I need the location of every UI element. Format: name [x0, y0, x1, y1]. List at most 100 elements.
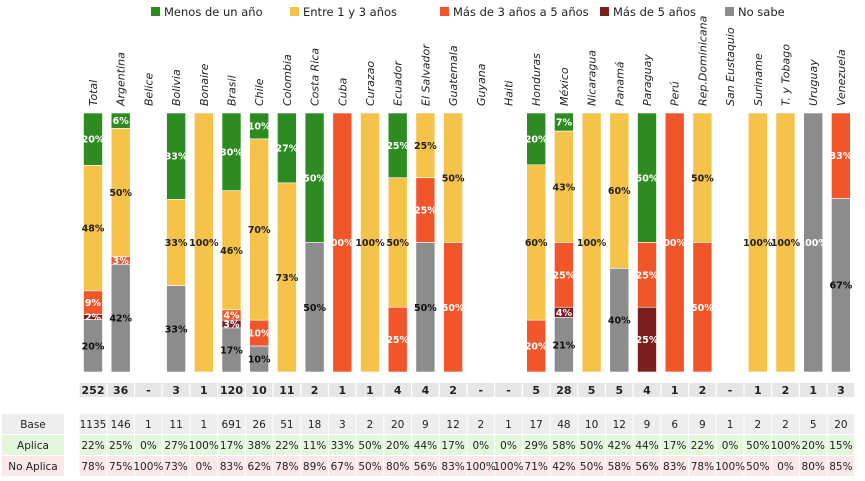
category-label-costa-rica: Costa Rica [309, 48, 322, 106]
table-cell-aplica-paraguay: 44% [635, 440, 658, 452]
data-label-brasil-no-sabe: 17% [220, 345, 243, 356]
base-cell-bg [245, 383, 273, 397]
table-cell-bg [107, 435, 135, 455]
data-label-total-mas-de-3-anos-a-5-anos: 9% [85, 298, 102, 309]
base-cell-bg [606, 383, 633, 397]
table-cell-bg [633, 456, 661, 476]
table-cell-bg [162, 435, 190, 455]
legend-label-no-sabe: No sabe [738, 5, 785, 19]
data-label-chile-mas-de-3-anos-a-5-anos: 10% [248, 329, 271, 340]
data-label-costa-rica-menos-de-un-ano: 50% [303, 173, 326, 184]
category-label-panama: Panamá [613, 61, 626, 106]
data-label-paraguay-mas-de-3-anos-a-5-anos: 25% [636, 270, 659, 281]
category-label-chile: Chile [253, 78, 266, 106]
table-cell-bg [744, 456, 772, 476]
table-row-bg [2, 435, 64, 455]
table-cell-no-aplica-curazao: 50% [358, 461, 381, 473]
base-cell-bg [467, 383, 495, 397]
data-label-panama-entre-1-y-3-anos: 60% [608, 186, 631, 197]
category-label-el-salvador: El Salvador [419, 43, 432, 106]
category-label-san-eustaquio: San Eustaquio [724, 27, 737, 106]
table-cell-base-haiti: 1 [505, 419, 512, 431]
table-cell-aplica-guyana: 0% [472, 440, 489, 452]
table-cell-base-guyana: 2 [477, 419, 484, 431]
category-labels: Total Argentina Belice Bolivia Bonaire Brasil… [87, 15, 848, 107]
data-label-costa-rica-no-sabe: 50% [303, 303, 326, 314]
category-label-bolivia: Bolivia [170, 69, 183, 106]
table-cell-base-costa-rica: 18 [308, 419, 321, 431]
table-row-label-base: Base [20, 419, 46, 431]
table-cell-bg [439, 414, 467, 434]
data-label-paraguay-mas-de-5-anos: 25% [636, 335, 659, 346]
table-cell-aplica-venezuela: 15% [829, 440, 852, 452]
table-cell-bg [245, 456, 273, 476]
table-cell-bg [799, 414, 827, 434]
table-cell-no-aplica-total: 78% [81, 461, 104, 473]
table-cell-no-aplica-el-salvador: 56% [414, 461, 437, 473]
data-label-colombia-entre-1-y-3-anos: 73% [276, 273, 299, 284]
table-cell-base-argentina: 146 [111, 419, 131, 431]
table-cell-base-mexico: 48 [557, 419, 570, 431]
base-cell-bg [107, 383, 134, 397]
table-cell-no-aplica-bonaire: 0% [195, 461, 212, 473]
table-cell-bg [827, 435, 855, 455]
table-cell-aplica-curazao: 50% [358, 440, 381, 452]
base-cell-bg [218, 383, 245, 397]
table-cell-bg [716, 435, 744, 455]
base-cell-bg [356, 383, 384, 397]
base-cell-cuba: 1 [338, 384, 346, 397]
table-cell-aplica-costa-rica: 11% [303, 440, 326, 452]
table-cell-bg [522, 414, 550, 434]
data-label-guatemala-entre-1-y-3-anos: 50% [442, 173, 465, 184]
base-cell-bg [522, 383, 550, 397]
data-label-guatemala-mas-de-3-anos-a-5-anos: 50% [442, 303, 465, 314]
legend-label-mas-de-3-anos-a-5-anos: Más de 3 años a 5 años [453, 5, 589, 19]
base-cell-bg [633, 383, 661, 397]
table-cell-bg [190, 414, 218, 434]
category-label-paraguay: Paraguay [641, 54, 654, 106]
table-cell-bg [467, 435, 495, 455]
table-cell-bg [689, 456, 716, 476]
table-cell-no-aplica-mexico: 42% [552, 461, 575, 473]
table-cell-no-aplica-paraguay: 56% [635, 461, 658, 473]
table-cell-base-suriname: 2 [754, 419, 761, 431]
table-cell-base-brasil: 691 [221, 419, 241, 431]
table-cell-aplica-bonaire: 100% [189, 440, 219, 452]
table-cell-bg [301, 456, 328, 476]
category-label-cuba: Cuba [336, 77, 349, 106]
data-label-nicaragua-entre-1-y-3-anos: 100% [577, 238, 607, 249]
data-label-curazao-entre-1-y-3-anos: 100% [355, 238, 385, 249]
table-cell-base-san-eustaquio: 1 [727, 419, 734, 431]
base-cell-rep-dominicana: 2 [699, 384, 707, 397]
table-cell-bg [412, 435, 439, 455]
base-cell-bg [273, 383, 301, 397]
table-cell-bg [605, 414, 633, 434]
data-label-el-salvador-no-sabe: 50% [414, 303, 437, 314]
data-label-mexico-mas-de-5-anos: 4% [556, 308, 573, 319]
table-cell-aplica-san-eustaquio: 0% [722, 440, 739, 452]
table-cell-base-curazao: 2 [367, 419, 374, 431]
table-cell-no-aplica-panama: 58% [608, 461, 631, 473]
table-cell-no-aplica-t-y-tobago: 0% [777, 461, 794, 473]
legend-swatch-entre-1-y-3-anos [290, 7, 299, 16]
category-label-bonaire: Bonaire [198, 63, 211, 106]
base-cell-bg [135, 383, 162, 397]
table-cell-aplica-t-y-tobago: 100% [770, 440, 800, 452]
data-label-total-mas-de-5-anos: 2% [85, 313, 102, 324]
table-cell-bg [799, 456, 827, 476]
table-cell-bg [689, 435, 716, 455]
table-cell-bg [661, 435, 689, 455]
table-cell-base-venezuela: 20 [834, 419, 847, 431]
table-cell-bg [162, 456, 190, 476]
table-cell-bg [550, 456, 578, 476]
table-cell-bg [412, 414, 439, 434]
bar-rep-dominicana-mas-de-3-anos-a-5-anos [692, 242, 713, 373]
table-cell-no-aplica-brasil: 83% [220, 461, 243, 473]
data-label-total-entre-1-y-3-anos: 48% [82, 224, 105, 235]
table-cell-bg [218, 414, 245, 434]
bar-t-y-tobago-entre-1-y-3-anos [775, 112, 796, 373]
table-cell-bg [301, 414, 328, 434]
table-cell-base-panama: 12 [613, 419, 626, 431]
table-cell-no-aplica-guatemala: 83% [441, 461, 464, 473]
